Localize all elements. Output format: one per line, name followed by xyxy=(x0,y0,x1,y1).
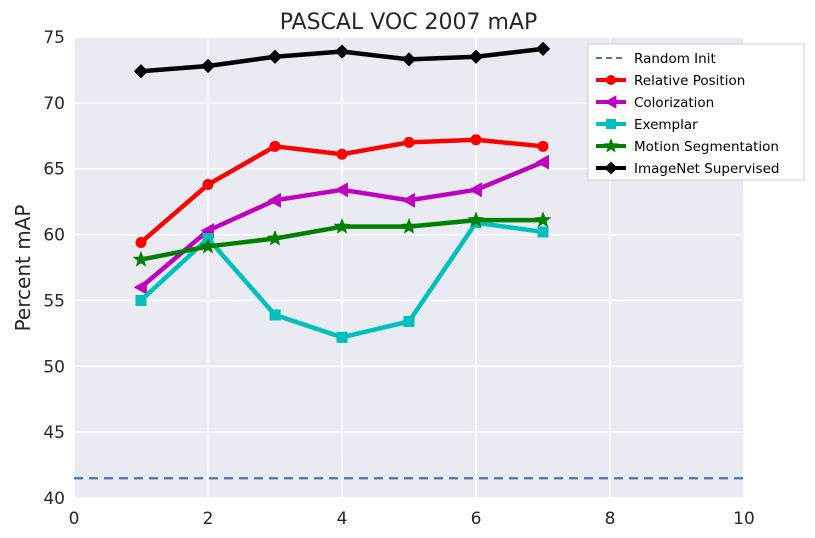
data-point xyxy=(334,182,348,198)
x-tick-label: 8 xyxy=(605,509,616,529)
chart-title: PASCAL VOC 2007 mAP xyxy=(280,10,538,35)
x-tick-label: 6 xyxy=(471,509,482,529)
y-tick-label: 70 xyxy=(43,94,65,114)
data-point xyxy=(202,179,214,191)
data-point xyxy=(400,217,418,234)
data-point xyxy=(334,44,350,59)
y-tick-label: 60 xyxy=(43,226,65,246)
data-point xyxy=(535,154,549,170)
data-point xyxy=(133,279,147,295)
data-point xyxy=(401,192,415,208)
legend-label: Colorization xyxy=(634,95,714,111)
legend-label: Relative Position xyxy=(634,73,745,89)
y-axis-label: Percent mAP xyxy=(11,205,35,332)
data-point xyxy=(269,309,281,321)
legend-marker xyxy=(606,119,616,129)
series-relative-position xyxy=(135,134,549,248)
series-motion-segmentation xyxy=(132,211,552,267)
data-point xyxy=(467,211,485,228)
data-point xyxy=(135,294,147,306)
legend-entry-imagenet-supervised: ImageNet Supervised xyxy=(596,161,779,177)
y-tick-label: 75 xyxy=(43,28,65,48)
legend-entry-exemplar: Exemplar xyxy=(596,117,698,133)
legend-label: Exemplar xyxy=(634,117,698,133)
data-point xyxy=(133,64,149,79)
x-tick-label: 2 xyxy=(203,509,214,529)
legend-box xyxy=(587,43,805,181)
data-point xyxy=(135,236,147,248)
data-point xyxy=(537,226,549,238)
series-group xyxy=(74,41,744,480)
y-tick-label: 65 xyxy=(43,160,65,180)
y-tick-label: 40 xyxy=(43,489,65,509)
legend-marker xyxy=(604,95,617,109)
data-point xyxy=(403,136,415,148)
series-imagenet-supervised xyxy=(133,41,551,79)
data-point xyxy=(403,316,415,328)
legend: Random Init Relative Position Colorization… xyxy=(587,43,805,181)
data-point xyxy=(336,331,348,343)
data-point xyxy=(333,217,351,234)
legend-marker xyxy=(603,138,619,153)
data-point xyxy=(537,140,549,152)
legend-entry-random-init: Random Init xyxy=(596,51,716,67)
legend-marker xyxy=(606,75,616,85)
y-tick-label: 45 xyxy=(43,423,65,443)
y-tick-label: 55 xyxy=(43,291,65,311)
legend-entry-relative-position: Relative Position xyxy=(596,73,745,89)
legend-entry-colorization: Colorization xyxy=(596,95,714,111)
data-point xyxy=(534,211,552,228)
data-point xyxy=(200,58,216,74)
data-point xyxy=(269,140,281,152)
legend-label: Motion Segmentation xyxy=(634,139,779,155)
x-tick-label: 0 xyxy=(69,509,80,529)
legend-marker xyxy=(604,161,618,175)
data-point xyxy=(266,229,284,246)
data-point xyxy=(468,182,482,198)
data-point xyxy=(132,250,150,267)
data-point xyxy=(267,192,281,208)
series-colorization xyxy=(133,154,549,295)
grid xyxy=(73,36,745,499)
data-point xyxy=(401,52,417,67)
legend-entry-motion-segmentation: Motion Segmentation xyxy=(596,138,779,155)
axis-ticks: 0 2 4 6 8 10 40 45 50 55 60 65 70 75 xyxy=(43,28,754,529)
x-tick-label: 10 xyxy=(733,509,755,529)
data-point xyxy=(470,134,482,146)
data-point xyxy=(468,49,484,64)
data-point xyxy=(535,41,551,57)
data-point xyxy=(267,49,283,64)
legend-label: ImageNet Supervised xyxy=(634,161,779,177)
data-point xyxy=(199,237,217,254)
x-tick-label: 4 xyxy=(337,509,348,529)
data-point xyxy=(336,148,348,160)
legend-label: Random Init xyxy=(634,51,716,67)
y-tick-label: 50 xyxy=(43,357,65,377)
